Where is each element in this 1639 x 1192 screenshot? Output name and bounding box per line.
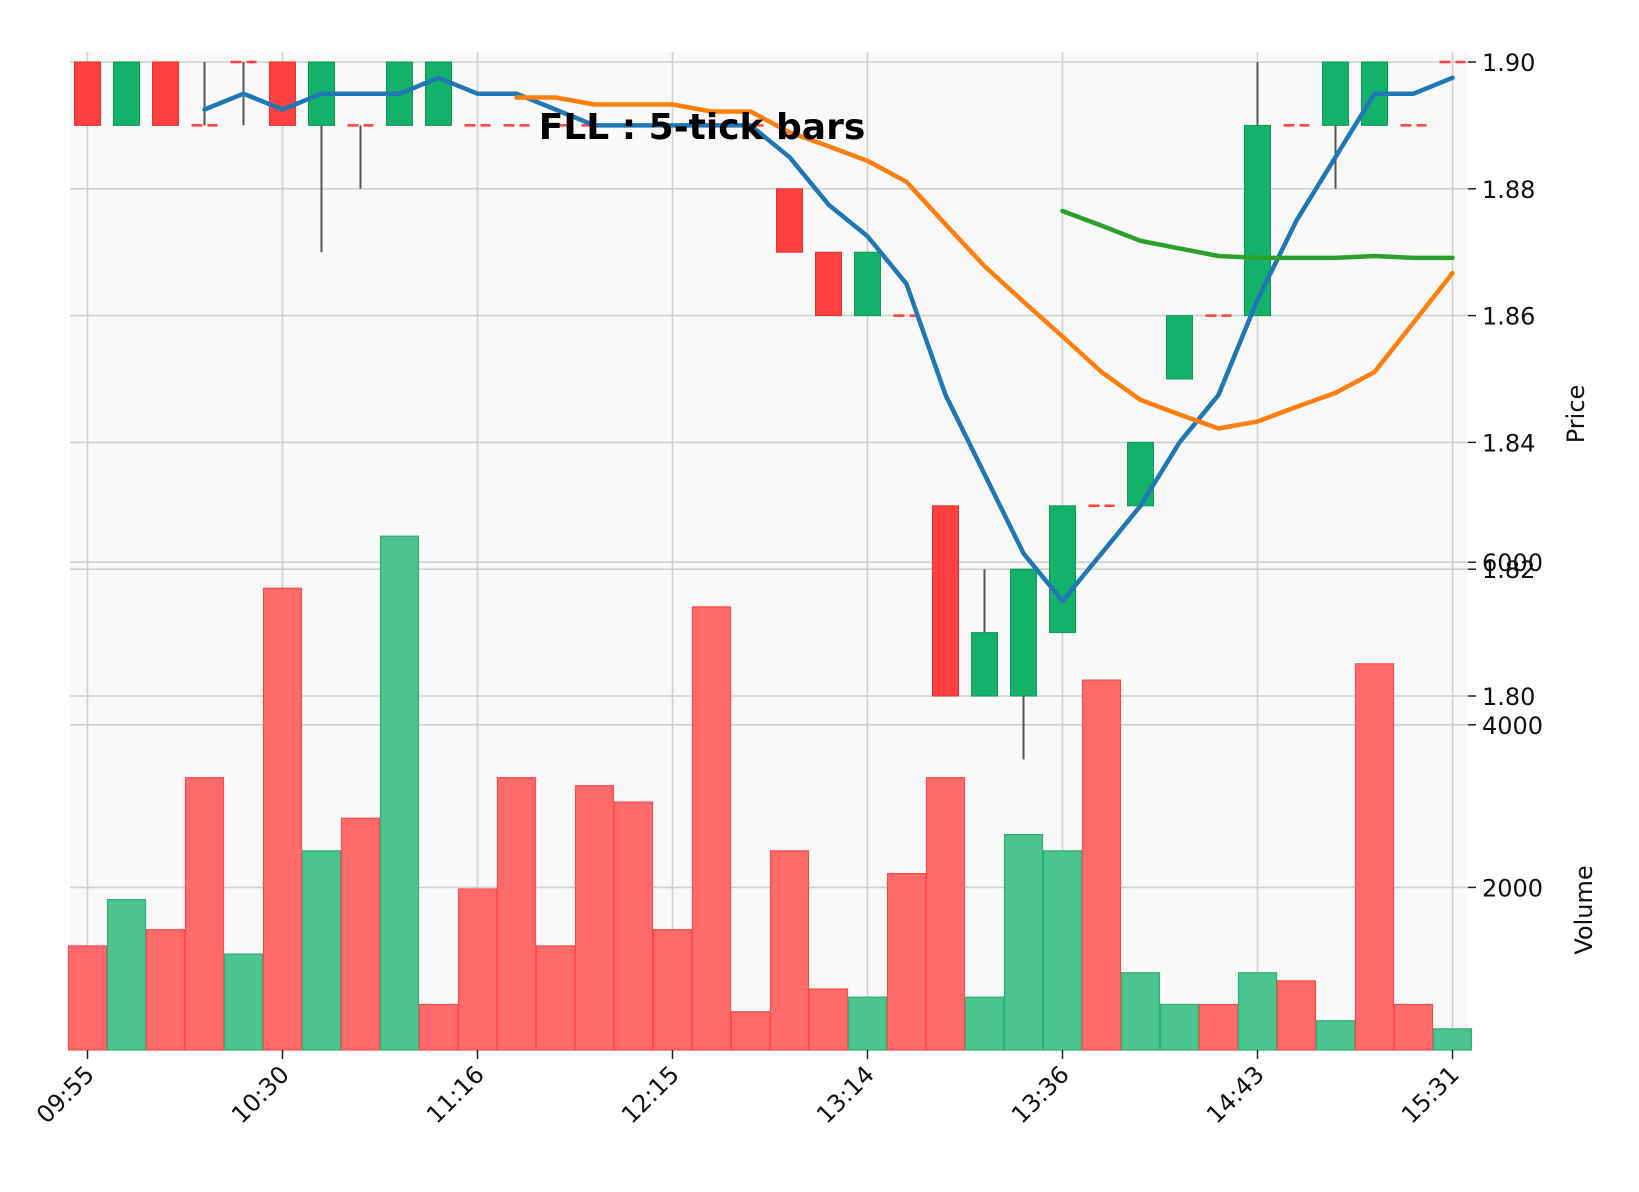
volume-bar [1276, 980, 1317, 1051]
candle-body [1010, 568, 1037, 697]
volume-bar [1159, 1003, 1200, 1051]
x-tick-label: 09:55 [31, 1060, 100, 1129]
volume-bar [1081, 679, 1122, 1051]
volume-bar [184, 777, 225, 1051]
price-panel [70, 52, 1468, 766]
candle-body [1322, 61, 1349, 126]
moving-average-line [202, 75, 1455, 604]
volume-bar [769, 850, 810, 1051]
volume-axis-label: Volume [1570, 865, 1598, 954]
volume-bar [613, 801, 654, 1051]
candle-body [74, 61, 101, 126]
candle-body [269, 61, 296, 126]
volume-tick-label: 2000 [1482, 874, 1543, 902]
volume-bar [1042, 850, 1083, 1051]
candles [74, 60, 1466, 760]
chart-title: FLL : 5-tick bars [539, 107, 866, 148]
price-tick-label: 1.86 [1482, 303, 1535, 331]
volume-bar [964, 996, 1005, 1051]
volume-bar [1393, 1003, 1434, 1051]
volume-bar [574, 785, 615, 1051]
x-tick-label: 12:15 [616, 1060, 685, 1129]
price-axis-ticks: 1.80 1.82 1.84 1.86 1.88 1.90 [1468, 49, 1535, 711]
x-tick-label: 13:14 [811, 1060, 880, 1129]
volume-bar [1315, 1020, 1356, 1051]
volume-bar [379, 535, 420, 1051]
volume-bar [652, 929, 693, 1051]
x-tick-label: 15:31 [1396, 1060, 1465, 1129]
volume-bar [457, 888, 498, 1051]
volume-bar [1198, 1003, 1239, 1051]
moving-average-line [1060, 208, 1455, 261]
volume-bar [1003, 833, 1044, 1051]
volume-bar [340, 817, 381, 1051]
volume-bar [886, 872, 927, 1051]
candle-body [1049, 505, 1076, 634]
volume-bars [67, 535, 1473, 1051]
volume-tick-label: 4000 [1482, 712, 1543, 740]
candle-body [776, 188, 803, 253]
volume-bar [106, 898, 147, 1051]
volume-bar [730, 1011, 771, 1051]
price-axis-label: Price [1562, 385, 1590, 444]
candle-body [113, 61, 140, 126]
volume-bar [847, 996, 888, 1051]
x-tick-label: 13:36 [1006, 1060, 1075, 1129]
volume-tick-label: 6000 [1482, 549, 1543, 577]
price-tick-label: 1.82 [1482, 556, 1535, 584]
candle-body [1166, 315, 1193, 380]
volume-bar [1432, 1028, 1473, 1051]
volume-bar [808, 988, 849, 1051]
volume-bar [496, 777, 537, 1051]
x-tick-label: 10:30 [226, 1060, 295, 1129]
moving-average-line [514, 95, 1455, 431]
volume-bar [418, 1003, 459, 1051]
price-tick-label: 1.90 [1482, 49, 1535, 77]
volume-axis-ticks: 2000 4000 6000 [1468, 549, 1543, 902]
volume-bar [145, 929, 186, 1051]
volume-bar [535, 945, 576, 1051]
x-tick-label: 14:43 [1201, 1060, 1270, 1129]
price-tick-label: 1.80 [1482, 683, 1535, 711]
volume-bar [67, 945, 108, 1051]
moving-average-lines [202, 75, 1455, 604]
candle-body [1244, 124, 1271, 317]
candle-body [854, 251, 881, 317]
x-tick-label: 11:16 [421, 1060, 490, 1129]
candle-body [152, 61, 179, 126]
price-tick-label: 1.88 [1482, 176, 1535, 204]
candle-body [971, 632, 998, 697]
candle-body [425, 61, 452, 126]
volume-bar [691, 606, 732, 1051]
volume-bar [1120, 972, 1161, 1051]
price-tick-label: 1.84 [1482, 429, 1535, 457]
grid-lines [70, 52, 1468, 1050]
volume-bar [301, 850, 342, 1051]
candle-body [1127, 441, 1154, 507]
volume-bar [925, 777, 966, 1051]
volume-bar [1354, 663, 1395, 1051]
candle-body [815, 251, 842, 317]
x-axis-ticks: 09:55 10:30 11:16 12:15 13:14 13:36 14:43 15:31 [31, 1050, 1465, 1129]
volume-bar [1237, 972, 1278, 1051]
volume-bar [262, 587, 303, 1051]
volume-bar [223, 953, 264, 1051]
candle-body [932, 505, 959, 697]
